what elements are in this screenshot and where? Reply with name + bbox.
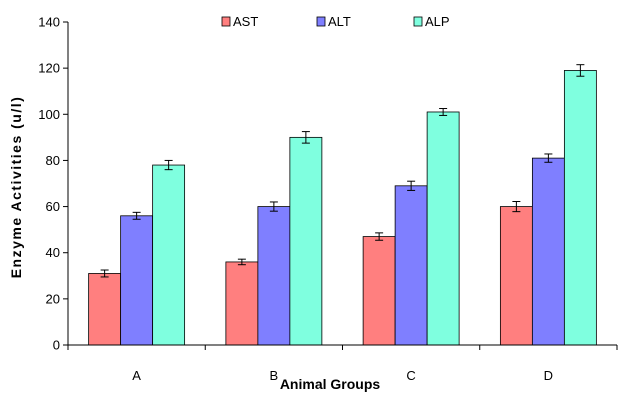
y-axis-title: Enzyme Activities (u/l) — [8, 96, 24, 279]
x-tick-label: C — [406, 368, 415, 383]
bar-ast-c — [362, 236, 396, 346]
x-tick-label: A — [132, 368, 141, 383]
legend-swatch-alt — [316, 16, 326, 27]
bar-alp-b — [289, 136, 323, 346]
y-tick-label: 0 — [53, 338, 60, 353]
y-tick-label: 60 — [46, 199, 60, 214]
bar-ast-b — [225, 261, 259, 346]
y-tick-label: 80 — [46, 153, 60, 168]
legend-swatch-alp — [413, 16, 423, 27]
y-tick-label: 100 — [38, 107, 60, 122]
y-tick-label: 20 — [46, 291, 60, 306]
y-tick-label: 120 — [38, 61, 60, 76]
x-tick-label: D — [544, 368, 553, 383]
x-tick-label: B — [270, 368, 279, 383]
bar-alp-a — [152, 164, 186, 346]
bars-layer — [88, 70, 597, 346]
bar-alt-a — [120, 215, 154, 346]
bar-alp-d — [563, 70, 597, 346]
bar-alt-b — [257, 206, 291, 346]
bar-ast-a — [88, 273, 122, 346]
legend-label-ast: AST — [233, 14, 258, 29]
bar-alt-c — [394, 185, 428, 346]
x-axis-title: Animal Groups — [280, 376, 381, 392]
legend-label-alt: ALT — [328, 14, 351, 29]
bar-ast-d — [499, 206, 533, 346]
axes-layer: 0 20 40 60 80 100 120 140 A B C D — [38, 15, 618, 383]
bar-alt-d — [531, 157, 565, 346]
legend: AST ALT ALP — [221, 14, 450, 29]
bar-alp-c — [426, 111, 460, 346]
y-tick-label: 140 — [38, 15, 60, 30]
legend-label-alp: ALP — [425, 14, 450, 29]
error-bars-layer — [100, 64, 585, 278]
y-tick-label: 40 — [46, 245, 60, 260]
legend-swatch-ast — [221, 16, 231, 27]
